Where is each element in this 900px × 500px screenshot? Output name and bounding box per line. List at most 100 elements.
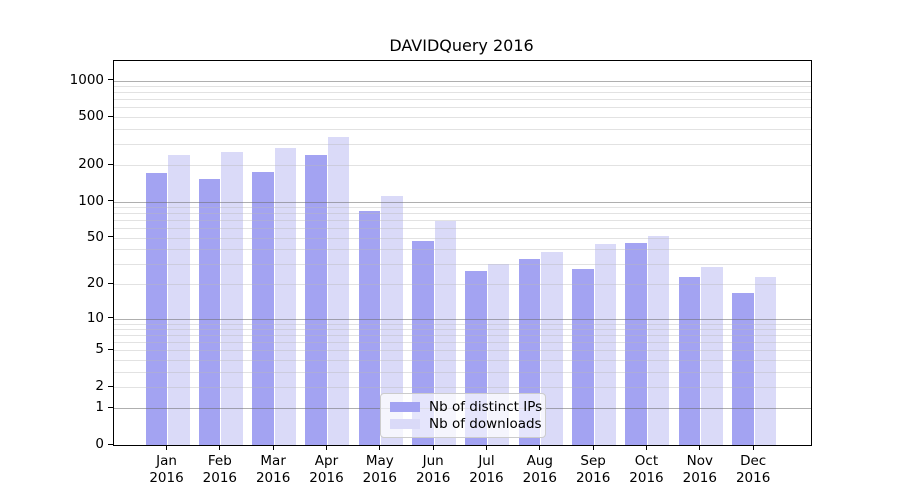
x-tick-mark-jun [432,445,434,451]
grid-line-minor [114,263,811,265]
grid-line-minor [114,207,811,209]
x-tick-label-jun: Jun 2016 [415,453,451,486]
x-tick-mark-jul [485,445,488,451]
y-tick-mark-10 [108,317,113,319]
y-tick-label-5: 5 [95,341,104,358]
grid-line-minor [114,213,811,215]
grid-line-minor [114,387,811,389]
bar-distinct-ips-may [358,210,381,445]
grid-line-minor [114,360,811,362]
x-tick-mark-mar [272,445,274,451]
grid-line-major [114,318,811,320]
y-tick-label-1: 1 [95,399,104,416]
grid-line-minor [114,350,811,352]
y-tick-label-200: 200 [78,156,104,173]
grid-line-minor [114,92,811,94]
legend-swatch-downloads [390,418,420,429]
grid-line-minor [114,335,811,337]
legend-swatch-distinct-ips [390,402,420,413]
legend: Nb of distinct IPs Nb of downloads [380,393,546,438]
x-tick-mark-oct [645,445,648,451]
bar-downloads-sep [594,244,617,445]
grid-line-minor [114,329,811,331]
y-tick-label-500: 500 [78,108,104,125]
grid-line-minor [114,237,811,239]
x-tick-mark-jan [165,445,168,451]
bar-downloads-oct [647,235,670,445]
x-tick-label-jul: Jul 2016 [469,453,504,486]
bar-downloads-aug [541,251,563,445]
grid-line-minor [114,284,811,286]
x-tick-label-feb: Feb 2016 [202,453,237,486]
y-tick-mark-1000 [108,79,113,81]
grid-line-major [114,201,811,203]
grid-line-minor [114,143,811,145]
y-tick-mark-500 [108,115,113,117]
y-tick-label-20: 20 [86,275,104,292]
grid-line-minor [114,86,811,88]
y-tick-label-0: 0 [95,436,104,452]
legend-label-downloads: Nb of downloads [429,415,542,432]
x-tick-label-dec: Dec 2016 [735,453,771,486]
grid-line-minor [114,342,811,344]
y-tick-label-100: 100 [78,192,104,209]
bar-distinct-ips-jan [145,172,167,445]
grid-layer [114,61,811,445]
x-tick-label-mar: Mar 2016 [255,453,291,486]
x-tick-mark-aug [539,445,541,451]
y-tick-mark-20 [108,282,113,285]
bar-distinct-ips-dec [732,292,754,445]
bar-distinct-ips-sep [572,269,594,445]
plot-area: Nb of distinct IPs Nb of downloads [113,60,812,446]
y-tick-mark-5 [108,348,113,351]
legend-label-distinct-ips: Nb of distinct IPs [429,399,543,416]
grid-line-minor [114,99,811,101]
x-tick-label-nov: Nov 2016 [682,453,717,486]
x-tick-label-aug: Aug 2016 [522,453,557,486]
y-tick-label-2: 2 [95,378,104,395]
y-tick-mark-50 [108,236,113,238]
legend-item-distinct-ips: Nb of distinct IPs [390,399,542,416]
x-tick-label-sep: Sep 2016 [575,453,611,486]
y-tick-label-50: 50 [86,228,104,245]
legend-item-downloads: Nb of downloads [390,416,542,433]
y-tick-mark-2 [108,385,113,387]
grid-line-minor [114,249,811,251]
y-tick-mark-1 [108,406,113,409]
y-tick-mark-100 [108,200,113,202]
bar-downloads-feb [221,151,243,445]
bar-downloads-jun [434,220,457,445]
grid-line-minor [114,117,811,119]
x-tick-mark-sep [592,445,594,451]
grid-line-minor [114,165,811,167]
bar-downloads-mar [274,147,297,445]
x-tick-mark-feb [219,445,221,451]
grid-line-minor [114,107,811,109]
y-tick-mark-200 [108,163,113,165]
grid-line-minor [114,371,811,373]
grid-line-minor [114,220,811,222]
x-tick-label-jan: Jan 2016 [149,453,184,486]
y-tick-mark-0 [108,443,113,445]
bar-downloads-jan [168,154,190,445]
grid-line-minor [114,128,811,130]
bar-downloads-nov [701,267,723,445]
x-tick-label-oct: Oct 2016 [629,453,664,486]
bar-downloads-apr [327,136,350,445]
x-tick-mark-dec [752,445,754,451]
x-tick-label-apr: Apr 2016 [309,453,344,486]
grid-line-minor [114,323,811,325]
y-tick-label-1000: 1000 [69,71,104,88]
y-tick-label-10: 10 [86,309,104,326]
x-tick-label-may: May 2016 [362,453,397,486]
grid-line-major [114,80,811,82]
bar-distinct-ips-feb [198,178,221,445]
x-tick-mark-may [379,445,381,451]
bar-distinct-ips-apr [305,155,327,445]
bar-distinct-ips-oct [625,243,647,445]
grid-line-minor [114,228,811,230]
x-tick-mark-nov [699,445,701,451]
x-tick-mark-apr [325,445,328,451]
chart-title: DAVIDQuery 2016 [389,36,534,55]
